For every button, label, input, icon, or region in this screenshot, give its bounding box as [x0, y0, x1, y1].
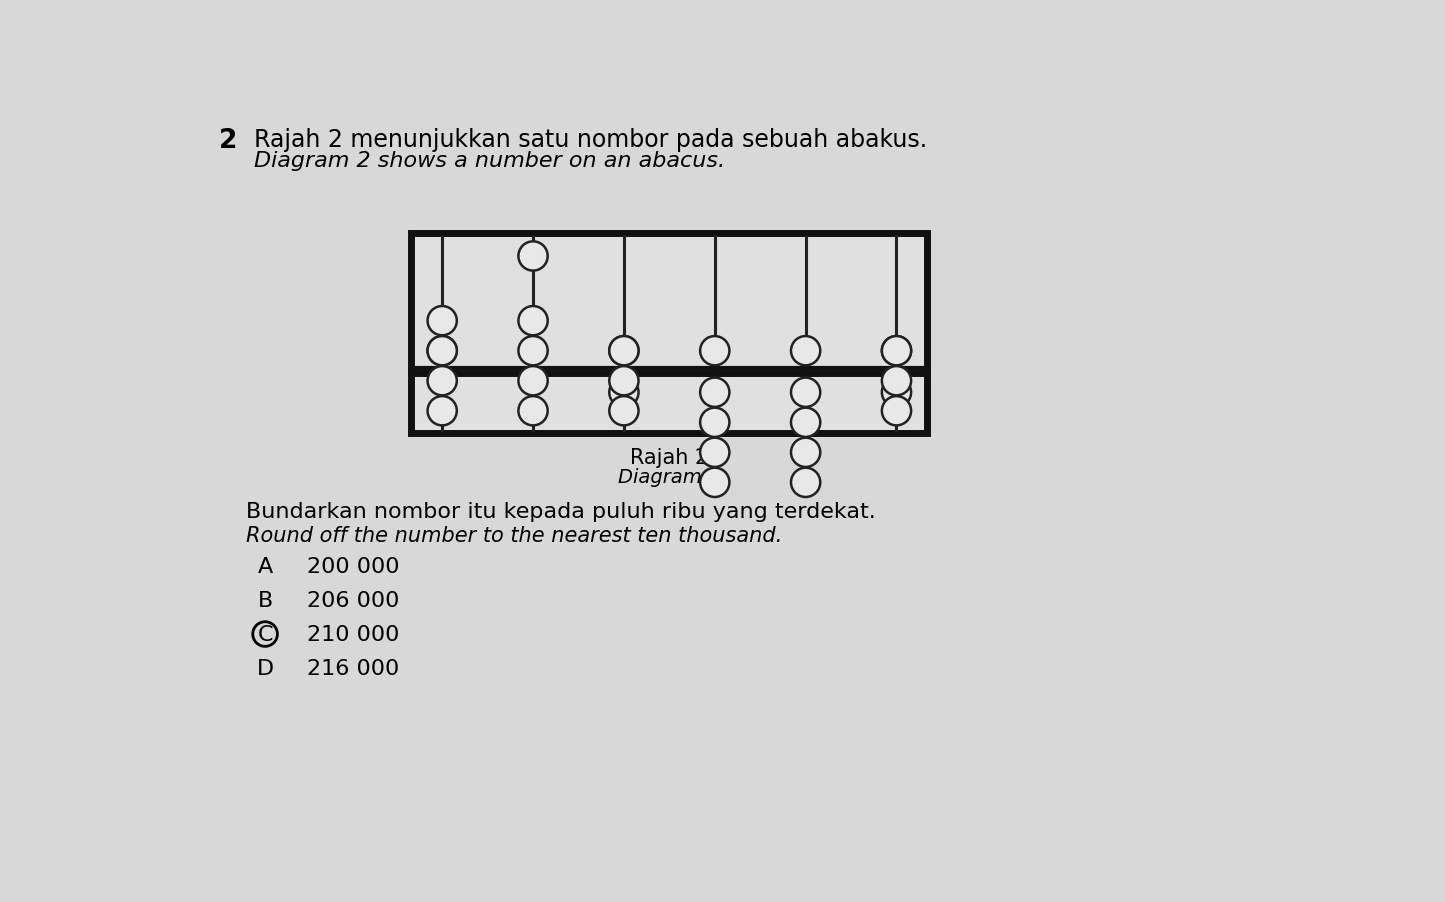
Text: B: B: [257, 591, 273, 611]
Text: Rajah 2 menunjukkan satu nombor pada sebuah abakus.: Rajah 2 menunjukkan satu nombor pada seb…: [253, 127, 926, 152]
Circle shape: [790, 438, 821, 467]
Circle shape: [428, 336, 457, 366]
Circle shape: [790, 378, 821, 408]
Circle shape: [610, 336, 639, 366]
Text: Diagram 2 shows a number on an abacus.: Diagram 2 shows a number on an abacus.: [253, 151, 724, 170]
Circle shape: [519, 367, 548, 396]
Circle shape: [881, 378, 912, 408]
Circle shape: [701, 378, 730, 408]
Circle shape: [610, 397, 639, 426]
Circle shape: [519, 307, 548, 336]
Circle shape: [701, 409, 730, 437]
Text: D: D: [257, 658, 273, 678]
Circle shape: [610, 367, 639, 396]
Circle shape: [881, 336, 912, 366]
Text: 216 000: 216 000: [308, 658, 400, 678]
Text: 200 000: 200 000: [308, 557, 400, 576]
Circle shape: [701, 336, 730, 366]
Circle shape: [428, 397, 457, 426]
Text: A: A: [257, 557, 273, 576]
Circle shape: [610, 378, 639, 408]
Text: Round off the number to the nearest ten thousand.: Round off the number to the nearest ten …: [246, 526, 782, 546]
Circle shape: [701, 468, 730, 497]
Bar: [412, 234, 928, 434]
Circle shape: [881, 336, 912, 366]
Circle shape: [519, 336, 548, 366]
Circle shape: [881, 367, 912, 396]
Text: Rajah 2: Rajah 2: [630, 447, 708, 467]
Circle shape: [701, 438, 730, 467]
Text: 210 000: 210 000: [308, 624, 400, 644]
Circle shape: [790, 468, 821, 497]
Circle shape: [610, 336, 639, 366]
Text: 206 000: 206 000: [308, 591, 400, 611]
Circle shape: [428, 336, 457, 366]
Text: C: C: [257, 624, 273, 644]
Circle shape: [881, 397, 912, 426]
Circle shape: [790, 409, 821, 437]
Circle shape: [519, 242, 548, 272]
Text: Diagram 2: Diagram 2: [618, 467, 721, 486]
Circle shape: [428, 367, 457, 396]
Circle shape: [428, 307, 457, 336]
Circle shape: [519, 397, 548, 426]
Text: 2: 2: [218, 127, 237, 153]
Circle shape: [790, 336, 821, 366]
Text: Bundarkan nombor itu kepada puluh ribu yang terdekat.: Bundarkan nombor itu kepada puluh ribu y…: [246, 502, 876, 521]
